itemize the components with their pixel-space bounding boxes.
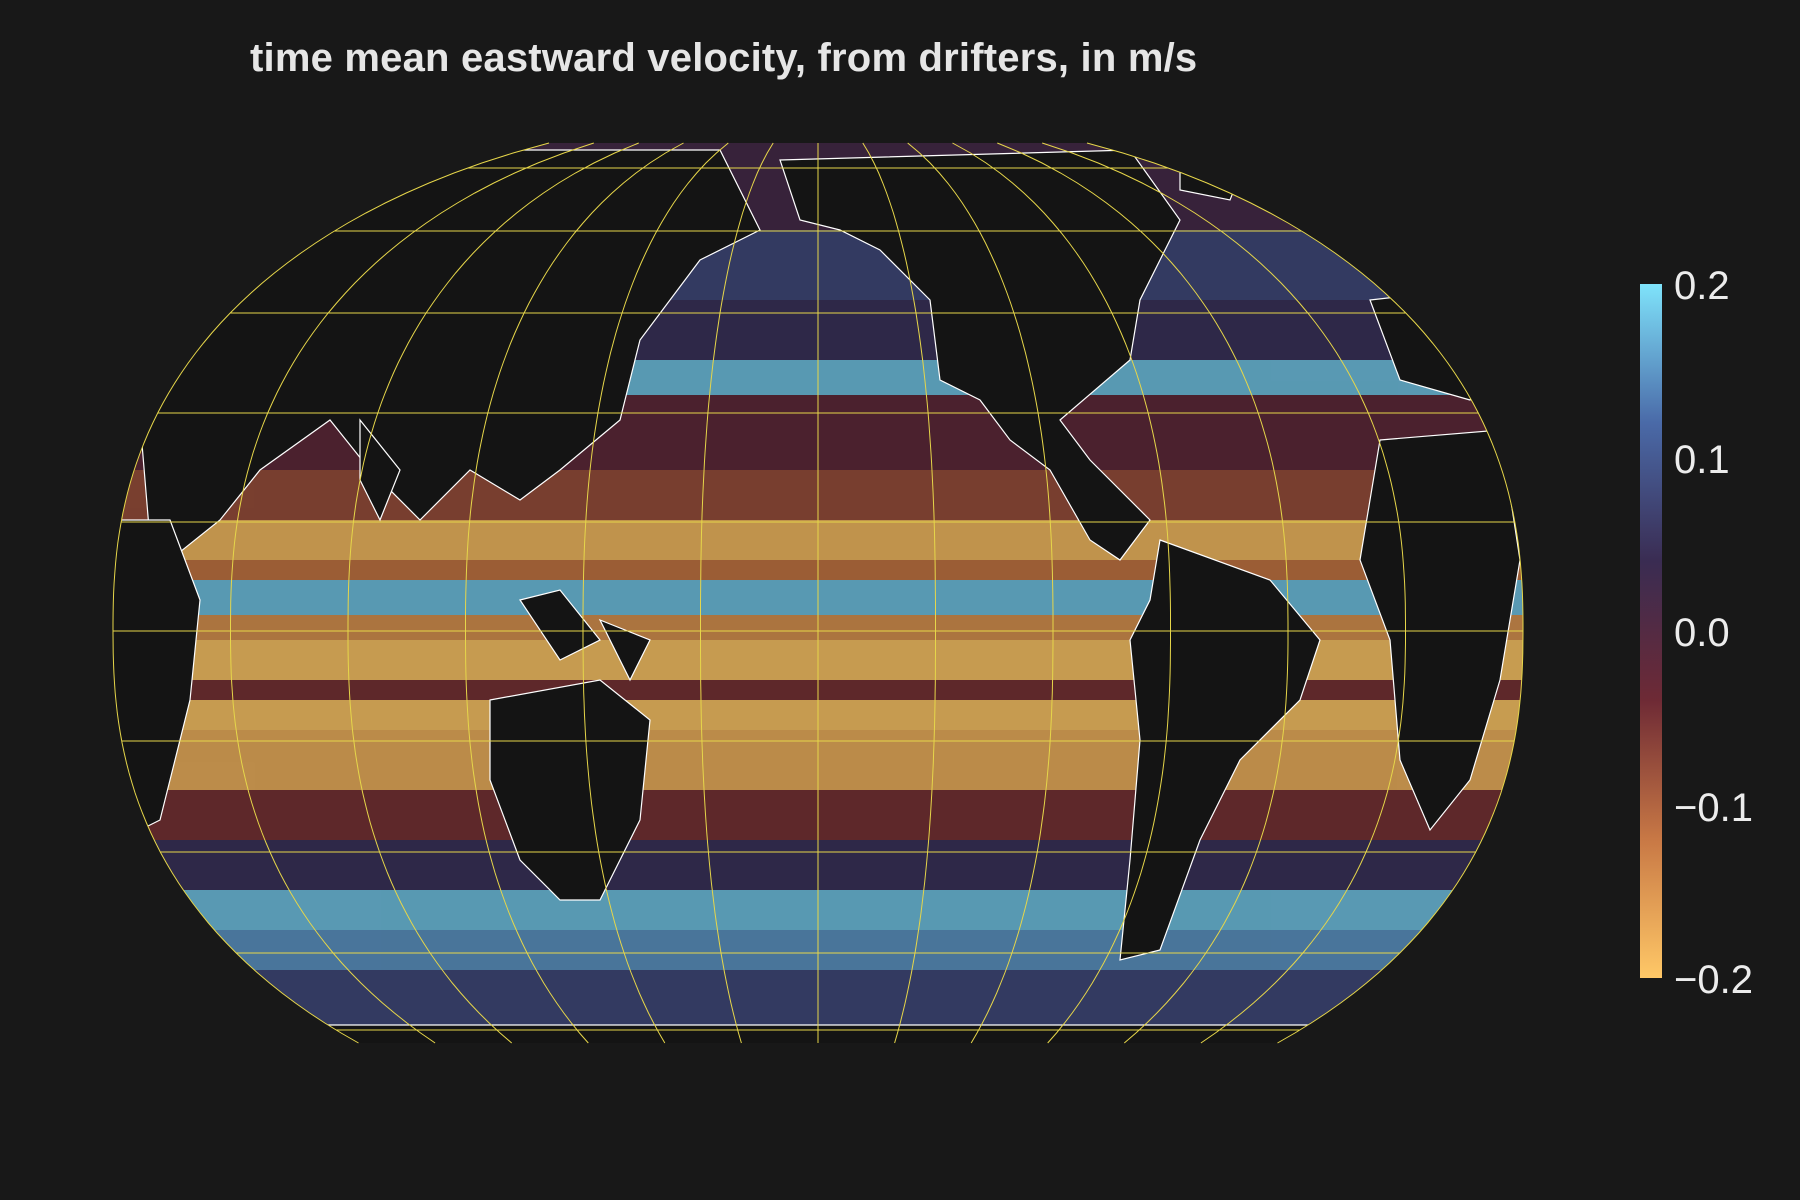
page-title: time mean eastward velocity, from drifte… (250, 36, 1198, 80)
graticule-meridian (862, 142, 936, 1044)
land-mass (598, 618, 651, 682)
colorbar (1640, 284, 1662, 978)
graticule-meridian (997, 142, 1289, 1044)
land-mass (779, 149, 1181, 561)
colorbar-tick-label: −0.1 (1674, 786, 1753, 830)
colorbar-tick-label: 0.0 (1674, 611, 1730, 655)
colorbar-tick-label: 0.2 (1674, 264, 1730, 308)
graticule-meridian (582, 142, 729, 1044)
ocean-velocity-field (113, 143, 1523, 1043)
land-mass (489, 679, 651, 901)
graticule-meridian (700, 142, 774, 1044)
graticule-meridian (230, 142, 594, 1044)
colorbar-tick-label: −0.2 (1674, 958, 1753, 1002)
graticule-meridian (347, 142, 639, 1044)
land-mass (519, 589, 601, 661)
land-mass (359, 418, 401, 522)
land-mass (199, 1024, 1401, 1043)
graticule-meridian (952, 142, 1171, 1044)
graticule-meridian (112, 142, 550, 1044)
graticule-meridian (465, 142, 684, 1044)
colorbar-tick-label: 0.1 (1674, 438, 1730, 482)
land-mass (1179, 149, 1251, 201)
graticule-meridian (1042, 142, 1406, 1044)
graticule-meridian (907, 142, 1054, 1044)
graticule-lines (112, 142, 1524, 1044)
graticule-meridian (1086, 142, 1524, 1044)
